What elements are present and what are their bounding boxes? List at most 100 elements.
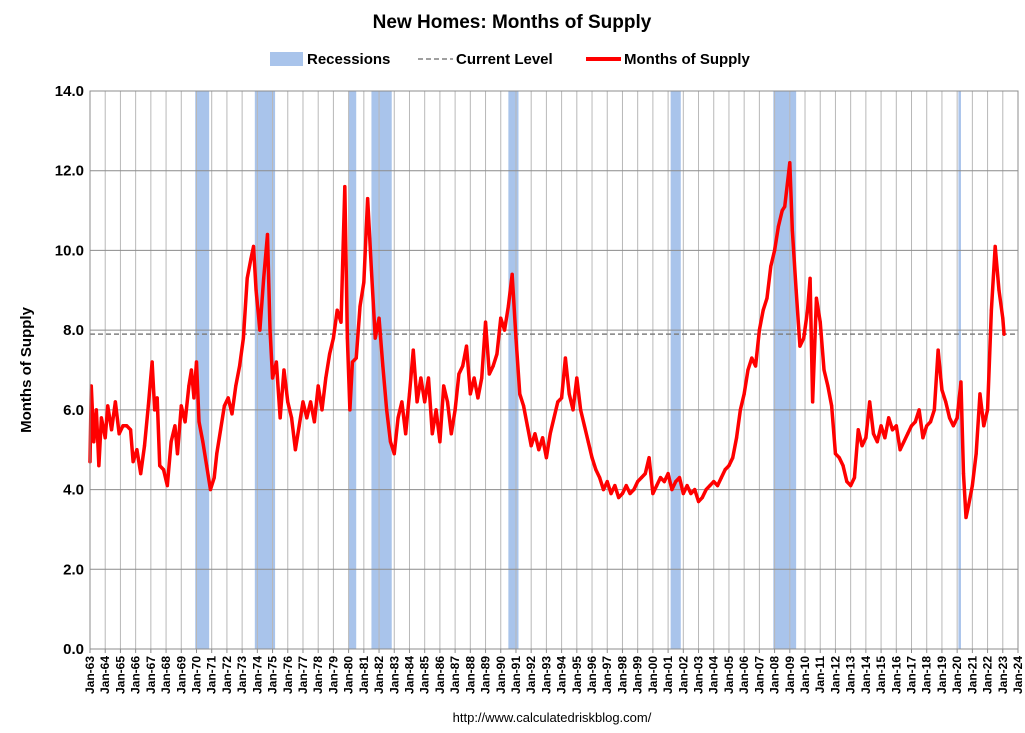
data-point (898, 448, 902, 452)
data-point (487, 372, 491, 376)
data-point (472, 376, 476, 380)
data-point (875, 440, 879, 444)
data-point (783, 204, 787, 209)
data-point (579, 408, 583, 412)
x-tick-label: Jan-20 (950, 656, 964, 694)
data-point (158, 464, 162, 468)
data-point (362, 280, 366, 284)
y-tick-label: 4.0 (63, 482, 84, 499)
x-tick-label: Jan-74 (250, 656, 264, 694)
data-point (476, 396, 480, 400)
x-tick-label: Jan-01 (661, 656, 675, 694)
x-tick-label: Jan-11 (813, 656, 827, 694)
data-point (404, 432, 408, 436)
x-tick-label: Jan-71 (205, 656, 219, 694)
chart-title: New Homes: Months of Supply (373, 12, 652, 33)
x-tick-label: Jan-83 (387, 656, 401, 694)
data-point (388, 440, 393, 444)
data-point (262, 276, 266, 280)
data-point (826, 384, 830, 388)
data-point (563, 356, 568, 360)
data-point (628, 491, 632, 496)
data-point (215, 452, 219, 456)
data-point (742, 392, 746, 396)
plot-border (89, 90, 1019, 650)
data-point (586, 440, 590, 444)
data-point (982, 424, 986, 428)
data-point (345, 336, 349, 340)
data-point (125, 424, 129, 428)
data-point (605, 480, 609, 484)
data-point (97, 464, 101, 468)
data-point (811, 400, 815, 404)
data-point (761, 308, 765, 312)
data-point (639, 476, 644, 480)
x-tick-label: Jan-17 (905, 656, 919, 694)
y-tick-label: 10.0 (55, 242, 84, 259)
x-tick-label: Jan-76 (281, 656, 295, 694)
data-point (146, 404, 150, 408)
data-point (708, 483, 712, 488)
data-point (354, 356, 358, 360)
data-point (518, 392, 522, 396)
x-tick-label: Jan-79 (326, 656, 340, 694)
data-point (430, 432, 434, 436)
y-tick-label: 8.0 (63, 322, 84, 339)
data-point (571, 408, 575, 412)
x-tick-label: Jan-77 (296, 656, 310, 694)
x-tick-label: Jan-91 (509, 656, 523, 694)
x-tick-label: Jan-02 (676, 656, 690, 694)
data-point (308, 400, 313, 404)
data-point (350, 360, 355, 364)
data-point (400, 400, 404, 404)
x-tick-label: Jan-99 (631, 656, 645, 694)
data-point (790, 228, 794, 233)
data-point (590, 456, 594, 460)
data-point (913, 420, 917, 424)
data-point (788, 161, 792, 165)
data-point (837, 456, 841, 460)
data-point (301, 400, 305, 404)
data-point (917, 408, 921, 412)
data-point (940, 388, 944, 392)
data-point (142, 444, 147, 448)
data-point (385, 408, 389, 412)
data-point (868, 400, 872, 404)
data-point (230, 412, 234, 416)
data-point (955, 416, 959, 420)
data-point (438, 440, 442, 444)
data-point (218, 428, 223, 432)
x-tick-label: Jan-69 (174, 656, 188, 694)
legend-label: Recessions (307, 51, 390, 68)
x-tick-label: Jan-70 (189, 656, 203, 694)
data-point (419, 376, 423, 380)
data-point (802, 336, 806, 340)
x-tick-label: Jan-23 (996, 656, 1010, 694)
data-point (445, 400, 450, 404)
x-tick-label: Jan-06 (737, 656, 751, 694)
data-point (373, 336, 377, 340)
legend-label: Months of Supply (624, 51, 750, 68)
data-point (624, 483, 628, 488)
data-point (506, 304, 510, 308)
data-point (936, 348, 940, 352)
data-point (491, 364, 495, 368)
x-tick-label: Jan-94 (555, 656, 569, 694)
data-point (312, 420, 316, 424)
data-point (997, 288, 1001, 292)
data-point (423, 400, 427, 404)
data-point (464, 344, 469, 348)
data-point (106, 404, 110, 408)
data-point (776, 224, 780, 229)
data-point (245, 276, 249, 280)
data-point (993, 244, 997, 249)
data-point (453, 408, 457, 412)
data-point (620, 491, 625, 496)
data-point (822, 368, 826, 372)
data-point (944, 400, 948, 404)
data-point (780, 208, 784, 213)
data-point (700, 495, 704, 500)
recession-band-2 (254, 91, 276, 649)
data-point (814, 296, 819, 300)
